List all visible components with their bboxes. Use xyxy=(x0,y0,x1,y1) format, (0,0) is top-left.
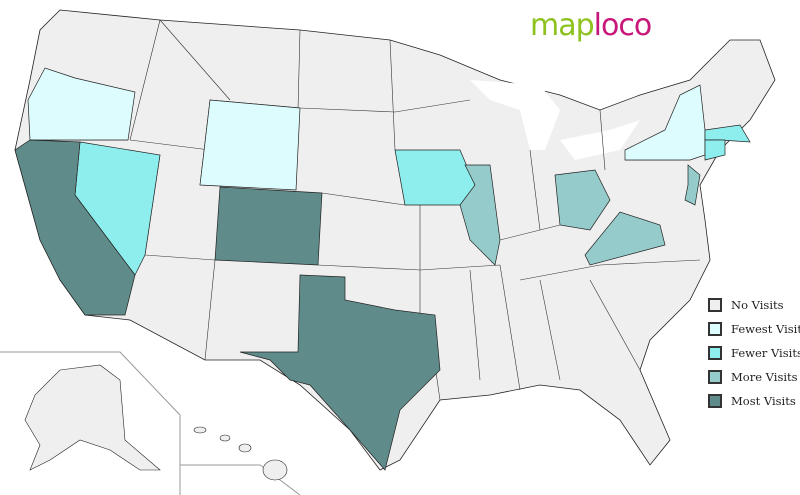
legend-swatch xyxy=(708,394,722,408)
maploco-logo: maploco xyxy=(530,8,653,43)
legend-item-no-visits: No Visits xyxy=(708,295,800,315)
logo-text-loco: loco xyxy=(593,8,653,43)
hawaii xyxy=(193,426,288,481)
legend-label: Fewest Visits xyxy=(731,322,800,336)
state-tx xyxy=(239,274,441,471)
state-il xyxy=(459,164,501,266)
legend-label: No Visits xyxy=(731,298,784,312)
state-co xyxy=(214,186,323,266)
alaska xyxy=(24,364,161,471)
state-va xyxy=(584,211,666,266)
legend-item-fewer-visits: Fewer Visits xyxy=(708,343,800,363)
us-landmass xyxy=(14,9,776,471)
logo-text-map: map xyxy=(530,8,595,43)
legend-label: Fewer Visits xyxy=(731,346,800,360)
alaska-inset xyxy=(0,351,301,495)
great-lakes xyxy=(470,80,640,160)
state-ia xyxy=(394,149,476,206)
legend-swatch xyxy=(708,298,722,312)
legend-swatch xyxy=(708,346,722,360)
state-ca xyxy=(14,139,136,316)
state-ct xyxy=(704,139,726,161)
state-nj xyxy=(684,164,701,206)
state-ma xyxy=(704,124,751,143)
legend-item-more-visits: More Visits xyxy=(708,367,800,387)
legend-item-fewest-visits: Fewest Visits xyxy=(708,319,800,339)
state-oh xyxy=(554,169,611,231)
legend-label: Most Visits xyxy=(731,394,796,408)
legend: No Visits Fewest Visits Fewer Visits Mor… xyxy=(708,295,800,415)
state-wy xyxy=(199,99,301,191)
legend-item-most-visits: Most Visits xyxy=(708,391,800,411)
legend-swatch xyxy=(708,322,722,336)
legend-swatch xyxy=(708,370,722,384)
legend-label: More Visits xyxy=(731,370,798,384)
